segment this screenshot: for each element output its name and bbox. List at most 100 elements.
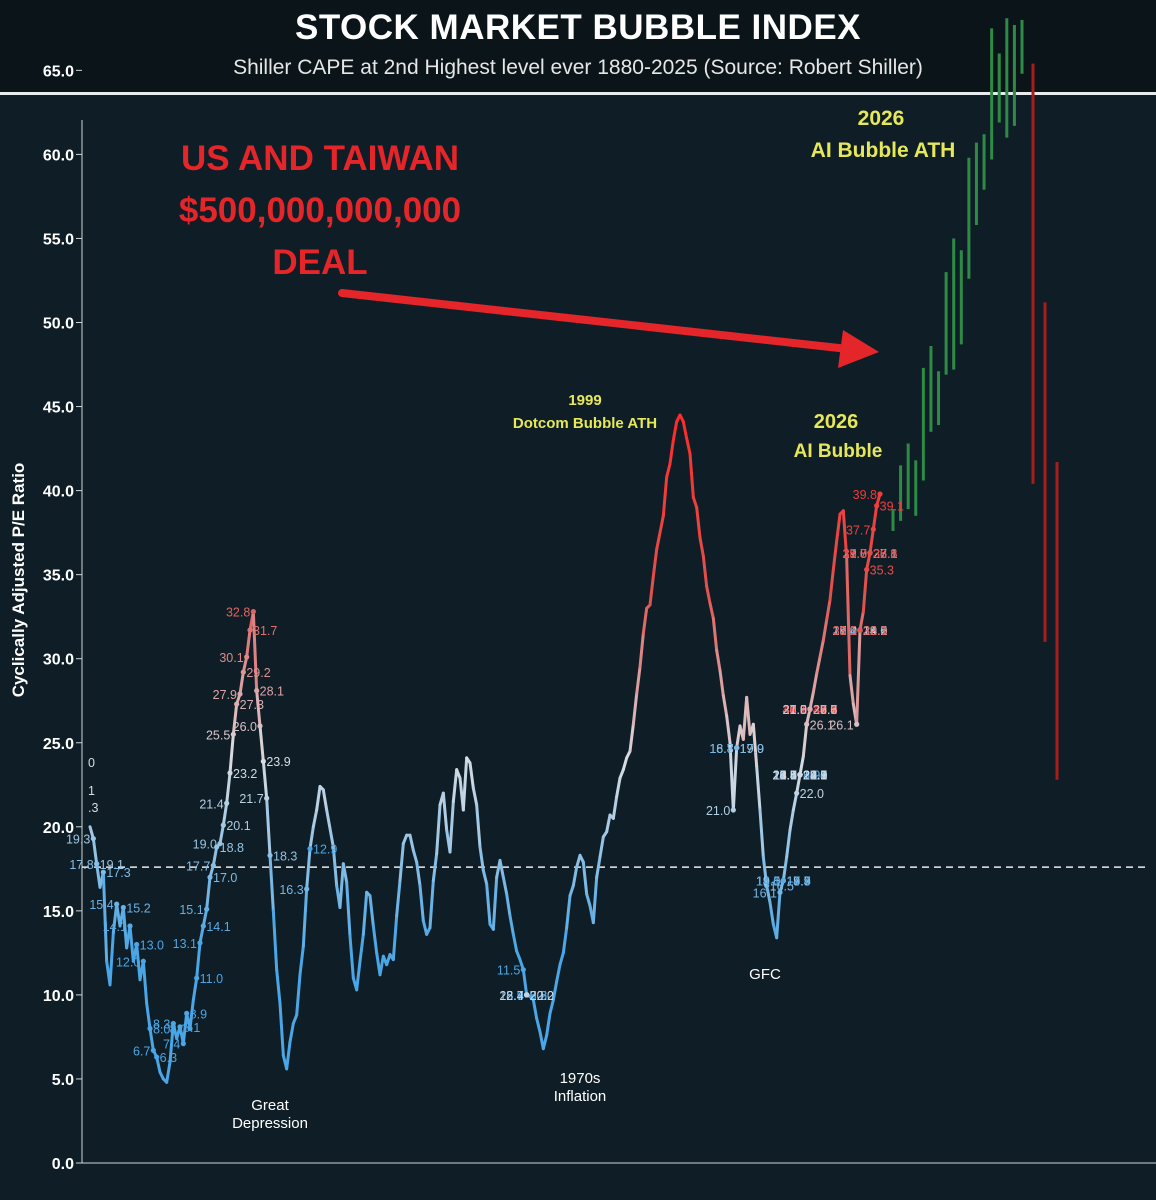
cape-line-segment: [358, 932, 365, 963]
y-tick-label: 25.0: [43, 736, 74, 753]
data-label: 29.5: [813, 703, 837, 717]
cape-line-segment: [651, 547, 659, 578]
data-point: [854, 721, 860, 727]
data-label: 27.3: [873, 547, 897, 561]
cape-line-segment: [191, 976, 199, 1002]
cape-line-segment: [268, 853, 275, 913]
data-label: 27.0: [833, 624, 857, 638]
cape-line-segment: [861, 568, 869, 614]
cape-line-segment: [558, 951, 565, 967]
data-label: 8.0: [153, 1023, 170, 1037]
data-point: [857, 627, 863, 633]
cape-line-segment: [168, 1021, 175, 1064]
data-point: [230, 731, 236, 737]
data-point: [870, 526, 876, 532]
cape-line-segment: [261, 759, 269, 800]
data-label: 7.4: [163, 1038, 180, 1052]
cape-line-segment: [755, 764, 762, 812]
cape-line-segment: [531, 998, 539, 1020]
annotation-label: 1970s: [560, 1070, 601, 1087]
cape-line-segment: [145, 1001, 152, 1031]
cape-line-segment: [411, 848, 419, 864]
data-label: 26.6: [813, 703, 837, 717]
data-label: 17.0: [213, 871, 237, 885]
data-label: 13.1: [173, 937, 197, 951]
data-label: 30.5: [783, 703, 807, 717]
cape-line-segment: [611, 795, 619, 820]
cape-line-segment: [648, 574, 655, 607]
data-label: 26.1: [829, 718, 853, 732]
cape-line-segment: [571, 865, 579, 888]
data-label: 17.9: [786, 875, 810, 889]
cape-line-segment: [591, 875, 599, 925]
cape-line-segment: [108, 931, 115, 987]
cape-line-segment: [311, 808, 319, 829]
cape-line-segment: [371, 924, 379, 955]
data-point: [764, 883, 770, 889]
cape-line-segment: [441, 791, 449, 832]
data-label: 26.0: [233, 720, 257, 734]
cape-line-segment: [765, 884, 772, 904]
cape-line-segment: [485, 882, 492, 926]
data-label: 15.5: [833, 624, 857, 638]
data-label: 22.9: [803, 769, 827, 783]
cape-line-segment: [581, 860, 589, 896]
cape-line-segment: [211, 845, 219, 867]
data-label: 12.1: [756, 875, 780, 889]
data-label: 35.3: [843, 547, 867, 561]
data-label: 31.7: [843, 547, 867, 561]
data-point: [237, 691, 243, 697]
cape-line-segment: [841, 509, 849, 560]
cape-line-segment: [795, 773, 802, 795]
data-label: 14.7: [773, 769, 797, 783]
chart-marks: [82, 18, 1145, 1084]
data-label: 16.5: [770, 880, 794, 894]
data-label: 23.4: [803, 769, 827, 783]
data-label: 8.9: [803, 769, 820, 783]
cape-line-segment: [535, 1016, 542, 1034]
data-label: 27.7: [813, 703, 837, 717]
data-label: 21.8: [773, 769, 797, 783]
cape-line-segment: [551, 979, 559, 1002]
data-label: 17.8: [69, 858, 93, 872]
data-point: [197, 940, 203, 946]
data-label: 39.6: [813, 703, 837, 717]
data-label: 10.8: [803, 769, 827, 783]
y-tick-label: 55.0: [43, 231, 74, 248]
data-label: 36.5: [783, 703, 807, 717]
data-label: 15.2: [126, 901, 150, 915]
data-label: 12.6: [773, 769, 797, 783]
data-label: 8.3: [153, 1017, 170, 1031]
data-label: 20.1: [226, 819, 250, 833]
data-label: 31.5: [783, 703, 807, 717]
data-label: 13.4: [833, 624, 857, 638]
cape-line-segment: [718, 668, 725, 698]
data-label: 25.5: [206, 728, 230, 742]
data-label: 27.3: [240, 698, 264, 712]
data-label: 21.3: [773, 769, 797, 783]
cape-line-segment: [555, 963, 562, 983]
chart-subtitle: Shiller CAPE at 2nd Highest level ever 1…: [233, 56, 923, 79]
cape-line-segment: [731, 746, 739, 812]
data-label: 8.8: [530, 989, 547, 1003]
data-label: 36.3: [873, 547, 897, 561]
data-label: 11.8: [774, 769, 797, 783]
cape-line-segment: [615, 776, 622, 799]
data-point: [114, 901, 120, 907]
data-label: 18.8: [709, 742, 733, 756]
cape-line-segment: [688, 452, 695, 499]
cape-line-segment: [231, 702, 239, 736]
data-label: 13.6: [803, 769, 827, 783]
data-point: [864, 567, 870, 573]
cape-line-segment: [195, 941, 202, 980]
annotation-label: 2026: [858, 107, 905, 130]
data-label: 38.5: [783, 703, 807, 717]
data-label: 6.7: [133, 1044, 150, 1058]
data-label: 14.0: [756, 875, 780, 889]
data-label: 18.7: [499, 989, 523, 1003]
data-label: 44.5: [813, 703, 837, 717]
cape-line-segment: [671, 420, 679, 442]
cape-line-segment: [508, 914, 515, 936]
data-label: 5.6: [530, 989, 547, 1003]
data-point: [154, 1054, 160, 1060]
